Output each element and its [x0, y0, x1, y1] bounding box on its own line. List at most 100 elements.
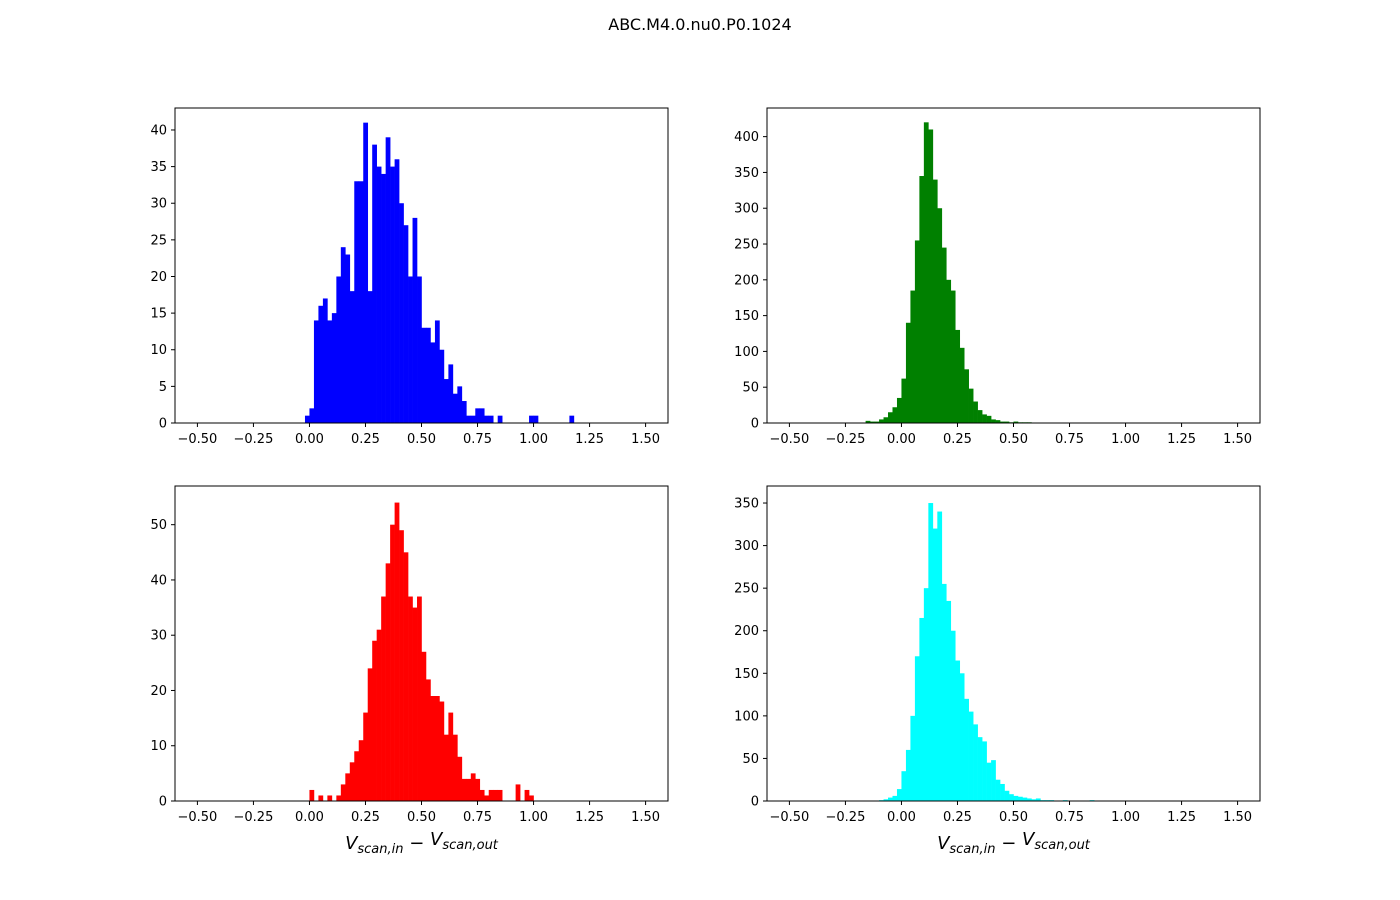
histogram-bar — [327, 795, 333, 801]
histogram-bar — [928, 129, 934, 424]
histogram-bar — [403, 225, 409, 423]
histogram-bar — [901, 771, 907, 801]
histogram-bar — [313, 320, 319, 423]
y-tick-label: 20 — [150, 270, 167, 285]
histogram-bar — [309, 408, 315, 423]
x-tick-label: −0.50 — [177, 432, 217, 447]
histogram-bar — [475, 408, 481, 423]
histogram-bars — [879, 503, 1095, 801]
y-tick-label: 30 — [150, 197, 167, 212]
histogram-bar — [448, 364, 454, 423]
y-tick-label: 50 — [742, 752, 759, 767]
histogram-bar — [905, 322, 911, 423]
histogram-bar — [475, 778, 481, 801]
y-tick-label: 100 — [734, 345, 759, 360]
x-tick-label: 0.25 — [943, 810, 972, 825]
histogram-bar — [408, 276, 413, 423]
x-tick-label: 1.25 — [575, 810, 604, 825]
axes-frame — [766, 485, 1261, 802]
histogram-bar — [349, 291, 355, 423]
histogram-bar — [390, 524, 395, 801]
histogram-bar — [470, 773, 476, 801]
x-tick-label: 0.25 — [351, 810, 380, 825]
histogram-bar — [959, 673, 965, 801]
histogram-bar — [488, 415, 494, 423]
histogram-bar — [363, 712, 369, 801]
histogram-bar — [412, 607, 418, 801]
histogram-bar — [533, 415, 539, 423]
x-tick-label: 0.75 — [463, 810, 492, 825]
histogram-bar — [470, 415, 476, 423]
histogram-bar — [430, 342, 436, 423]
y-tick-label: 200 — [734, 624, 759, 639]
histogram-bar — [964, 698, 969, 801]
histogram-bar — [390, 166, 395, 423]
x-tick-label: 0.00 — [887, 432, 916, 447]
y-tick-label: 0 — [159, 795, 167, 810]
histogram-bar — [461, 401, 467, 423]
y-tick-label: 5 — [159, 380, 167, 395]
y-tick-label: 300 — [734, 202, 759, 217]
histogram-bar — [439, 349, 445, 423]
y-tick-label: 300 — [734, 539, 759, 554]
y-tick-label: 40 — [150, 573, 167, 588]
histogram-bar — [883, 417, 889, 423]
histogram-bar — [923, 122, 929, 423]
histogram-bar — [901, 378, 907, 423]
histogram-bar — [349, 762, 355, 801]
x-tick-label: 0.50 — [999, 432, 1028, 447]
y-tick-label: 50 — [150, 518, 167, 533]
histogram-bar — [874, 421, 880, 423]
histogram-bar — [376, 166, 382, 423]
histogram-bar — [1013, 795, 1019, 801]
histogram-bar — [336, 795, 342, 801]
histogram-bar — [457, 386, 463, 423]
x-tick-label: 0.25 — [943, 432, 972, 447]
histogram-bars — [309, 502, 534, 801]
histogram-bar — [425, 679, 431, 801]
histogram-bar — [1026, 798, 1032, 801]
histogram-bar — [461, 778, 467, 801]
histogram-bar — [888, 797, 893, 801]
histogram-bar — [1000, 421, 1005, 423]
y-tick-label: 100 — [734, 709, 759, 724]
histogram-bar — [910, 290, 916, 423]
histogram-bar — [372, 640, 377, 801]
histogram-bar — [443, 379, 449, 423]
y-tick-label: 10 — [150, 343, 167, 358]
histogram-bar — [964, 369, 969, 423]
histogram-bar — [986, 415, 992, 423]
histogram-bar — [1000, 783, 1005, 801]
histogram-bar — [995, 779, 1001, 801]
histogram-bar — [914, 656, 920, 801]
histogram-bar — [1017, 796, 1023, 801]
histogram-bar — [1022, 797, 1028, 801]
subplot-grid: −0.50 −0.25 0.00 0.25 0.50 0.75 1.00 1.25 1.50 0 5… — [150, 107, 1261, 857]
histogram-bar — [466, 415, 472, 423]
y-tick-label: 350 — [734, 497, 759, 512]
histogram-bar — [941, 583, 947, 801]
histogram-bar — [443, 734, 449, 801]
histogram-bar — [452, 734, 458, 801]
histogram-bar — [448, 712, 454, 801]
histogram-bar — [991, 760, 996, 801]
x-tick-label: 0.50 — [999, 810, 1028, 825]
histogram-bar — [946, 600, 952, 801]
histogram-bar — [358, 181, 364, 423]
y-tick-label: 15 — [150, 307, 167, 322]
x-tick-label: 0.75 — [463, 432, 492, 447]
x-tick-label: 1.00 — [1111, 810, 1140, 825]
figure-title: ABC.M4.0.nu0.P0.1024 — [608, 15, 791, 34]
histogram-bar — [977, 737, 983, 801]
x-tick-label: 0.50 — [407, 432, 436, 447]
histogram-bar — [870, 421, 875, 423]
histogram-bar — [515, 784, 521, 801]
histogram-bar — [986, 762, 992, 801]
histogram-bar — [959, 347, 965, 423]
histogram-bar — [488, 789, 494, 801]
histogram-bar — [408, 596, 413, 801]
histogram-bar — [385, 563, 391, 801]
y-tick-label: 0 — [159, 417, 167, 432]
histogram-bottom-right: −0.50 −0.25 0.00 0.25 0.50 0.75 1.00 1.25 1.50 0 5… — [734, 485, 1261, 857]
